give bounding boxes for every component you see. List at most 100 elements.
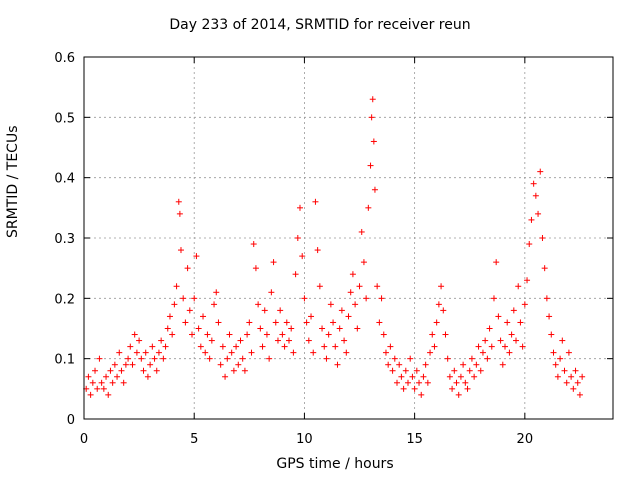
data-point <box>116 349 123 356</box>
data-point <box>92 367 99 374</box>
data-point <box>252 265 259 272</box>
data-point <box>380 331 387 338</box>
data-point <box>460 361 467 368</box>
data-point <box>473 361 480 368</box>
data-point <box>352 301 359 308</box>
data-point <box>250 241 257 248</box>
x-tick-label: 15 <box>406 432 423 447</box>
data-point <box>440 307 447 314</box>
data-point <box>349 271 356 278</box>
data-point <box>468 355 475 362</box>
data-point <box>144 373 151 380</box>
data-point <box>155 349 162 356</box>
data-point <box>87 391 94 398</box>
data-point <box>347 289 354 296</box>
data-point <box>114 373 121 380</box>
axis-ticks: 0 0.1 0.2 0.3 0.4 0.5 0.6 0 5 10 15 20 <box>54 51 613 447</box>
data-point <box>479 349 486 356</box>
data-point <box>103 373 110 380</box>
data-point <box>464 385 471 392</box>
data-point <box>257 325 264 332</box>
data-point <box>277 307 284 314</box>
data-point <box>136 337 143 344</box>
data-point <box>237 337 244 344</box>
data-point <box>405 379 412 386</box>
data-point <box>535 210 542 217</box>
data-point <box>482 337 489 344</box>
data-point <box>336 325 343 332</box>
data-point <box>539 235 546 241</box>
data-point <box>446 373 453 380</box>
data-point <box>310 349 317 356</box>
data-point <box>246 319 253 326</box>
data-point <box>568 373 575 380</box>
y-tick-label: 0.1 <box>54 353 75 368</box>
data-point <box>528 216 535 223</box>
data-point <box>125 355 132 362</box>
data-point <box>332 343 339 350</box>
data-point <box>147 361 154 368</box>
data-point <box>319 325 326 332</box>
y-tick-label: 0.2 <box>54 292 75 307</box>
data-point <box>466 367 473 374</box>
data-point <box>559 337 566 344</box>
data-point <box>501 343 508 350</box>
data-point <box>325 331 332 338</box>
plot-frame <box>83 56 614 420</box>
data-point <box>449 385 456 392</box>
data-point <box>572 367 579 374</box>
data-point <box>308 313 315 320</box>
data-point <box>495 313 502 320</box>
data-point <box>378 295 385 302</box>
data-point <box>435 301 442 308</box>
data-point <box>226 331 233 338</box>
data-point <box>561 367 568 374</box>
data-point <box>504 319 511 326</box>
data-point <box>576 391 583 398</box>
data-point <box>111 361 118 368</box>
data-point <box>151 355 158 362</box>
data-point <box>164 325 171 332</box>
data-point <box>546 313 553 320</box>
data-point <box>442 331 449 338</box>
data-point <box>180 295 187 302</box>
data-point <box>160 355 167 362</box>
data-point <box>330 319 337 326</box>
data-point <box>358 228 365 235</box>
data-point <box>290 349 297 356</box>
data-point <box>211 301 218 308</box>
data-point <box>530 180 537 187</box>
data-point <box>532 192 539 199</box>
data-point <box>314 247 321 254</box>
y-tick-label: 0.3 <box>54 232 75 247</box>
data-point <box>334 361 341 368</box>
data-point <box>197 343 204 350</box>
data-point <box>413 367 420 374</box>
data-point <box>369 96 376 103</box>
data-point <box>98 379 105 386</box>
data-point <box>497 337 504 344</box>
data-point <box>259 343 266 350</box>
data-point <box>169 331 176 338</box>
data-point <box>321 343 328 350</box>
data-point <box>499 361 506 368</box>
data-point <box>182 319 189 326</box>
data-point <box>292 271 299 278</box>
data-point <box>526 241 533 248</box>
data-point <box>171 301 178 308</box>
data-point <box>444 355 451 362</box>
data-point <box>105 391 112 398</box>
data-point <box>477 367 484 374</box>
data-point <box>398 373 405 380</box>
data-point <box>396 361 403 368</box>
data-point <box>323 355 330 362</box>
x-tick-label: 20 <box>517 432 534 447</box>
data-point <box>297 204 304 211</box>
data-point <box>100 385 107 392</box>
data-point <box>248 349 255 356</box>
data-point <box>457 373 464 380</box>
data-point <box>338 307 345 314</box>
data-point <box>389 367 396 374</box>
data-point <box>409 373 416 380</box>
data-point <box>175 198 182 205</box>
